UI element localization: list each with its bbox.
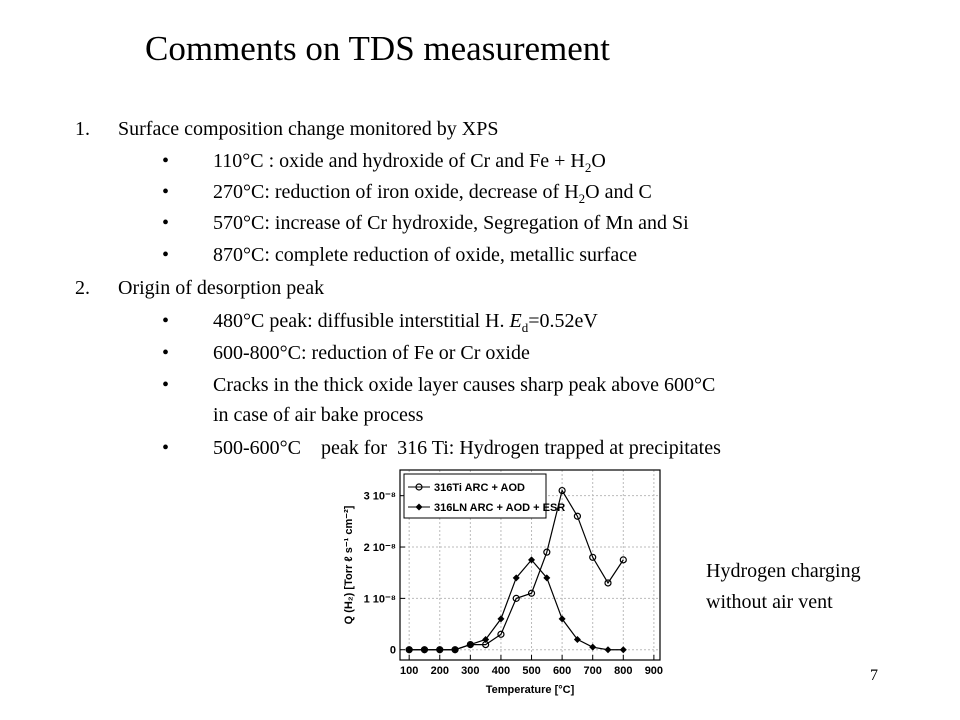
legend-label: 316LN ARC + AOD + ESR — [434, 502, 565, 514]
x-tick-label: 900 — [645, 665, 663, 677]
x-tick-label: 800 — [614, 665, 632, 677]
subscript: 2 — [579, 191, 586, 206]
marker — [558, 615, 566, 623]
x-tick-label: 500 — [522, 665, 540, 677]
bullet: • — [162, 150, 169, 172]
marker — [589, 553, 597, 561]
list-number: 2. — [75, 277, 90, 299]
note: Hydrogen charging — [706, 560, 861, 582]
list-number: 1. — [75, 118, 90, 140]
bullet-text: 500-600°C peak for 316 Ti: Hydrogen trap… — [213, 437, 721, 459]
list-text: Surface composition change monitored by … — [118, 118, 499, 140]
bullet-text: 110°C : oxide and hydroxide of Cr and Fe… — [213, 150, 606, 175]
y-tick-label: 0 — [390, 645, 396, 657]
marker — [436, 646, 444, 654]
bullet: • — [162, 310, 169, 332]
marker — [573, 512, 582, 520]
list-text: Origin of desorption peak — [118, 277, 324, 299]
marker — [466, 641, 474, 649]
page-number: 7 — [870, 667, 878, 684]
marker — [604, 579, 612, 587]
marker — [451, 646, 459, 654]
marker — [415, 503, 423, 511]
plot-frame — [399, 469, 661, 661]
marker — [405, 646, 413, 654]
legend-box — [403, 473, 547, 519]
marker — [619, 646, 627, 654]
title: Comments on TDS measurement — [145, 29, 610, 68]
marker — [512, 574, 520, 582]
chart: 0 1 10⁻⁸ 2 10⁻⁸ 3 10⁻⁸ 100 200 300 400 500 600 700… — [343, 469, 663, 696]
text: O and C — [585, 181, 652, 203]
marker — [604, 646, 612, 654]
note: without air vent — [706, 591, 833, 613]
y-tick-label: 1 10⁻⁸ — [364, 593, 396, 605]
bullet-text: 600-800°C: reduction of Fe or Cr oxide — [213, 342, 530, 364]
bullet-text: 480°C peak: diffusible interstitial H. E… — [213, 310, 598, 335]
y-axis-label: Q (H₂) [Torr ℓ s⁻¹ cm⁻²] — [343, 505, 355, 624]
x-axis-label: Temperature [°C] — [486, 684, 575, 696]
bullet: • — [162, 244, 169, 266]
marker — [497, 630, 505, 638]
subscript: 2 — [585, 160, 592, 175]
bullet-text: in case of air bake process — [213, 404, 424, 426]
x-tick-label: 600 — [553, 665, 571, 677]
marker — [512, 594, 520, 602]
bullet: • — [162, 181, 169, 203]
x-tick-label: 100 — [400, 665, 418, 677]
bullet: • — [162, 212, 169, 234]
subscript: d — [522, 320, 529, 335]
italic: E — [508, 310, 521, 332]
legend-label: 316Ti ARC + AOD — [434, 482, 525, 494]
x-tick-label: 400 — [492, 665, 510, 677]
bullet-text: Cracks in the thick oxide layer causes s… — [213, 374, 715, 396]
marker — [573, 635, 581, 643]
text: =0.52eV — [528, 310, 598, 332]
marker — [482, 635, 490, 643]
marker — [543, 574, 551, 582]
marker — [415, 483, 423, 491]
bullet: • — [162, 437, 169, 459]
text: 270°C: reduction of iron oxide, decrease… — [213, 181, 579, 203]
y-tick-label: 2 10⁻⁸ — [364, 542, 396, 554]
marker — [543, 548, 551, 556]
text: 480°C peak: diffusible interstitial H. — [213, 310, 509, 332]
x-tick-label: 300 — [461, 665, 479, 677]
bullet: • — [162, 374, 169, 396]
x-tick-label: 700 — [584, 665, 602, 677]
marker — [497, 615, 505, 623]
y-tick-label: 3 10⁻⁸ — [364, 491, 396, 503]
bullet-text: 270°C: reduction of iron oxide, decrease… — [213, 181, 652, 206]
bullet-text: 570°C: increase of Cr hydroxide, Segrega… — [213, 212, 689, 234]
bullet: • — [162, 342, 169, 364]
bullet-text: 870°C: complete reduction of oxide, meta… — [213, 244, 637, 266]
marker — [528, 556, 536, 564]
marker — [420, 646, 428, 654]
text: 110°C : oxide and hydroxide of Cr and Fe… — [213, 150, 585, 172]
marker — [619, 556, 627, 564]
x-tick-label: 200 — [431, 665, 449, 677]
marker — [589, 643, 597, 651]
marker — [527, 589, 536, 597]
text: O — [591, 150, 605, 172]
marker — [558, 486, 566, 495]
